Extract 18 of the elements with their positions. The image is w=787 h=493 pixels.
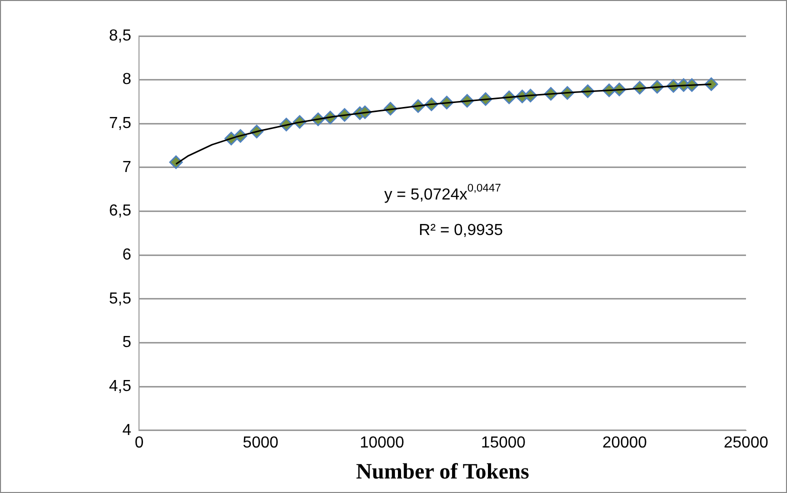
y-tick-label: 6,5	[108, 202, 132, 220]
annotation: R² = 0,9935	[418, 222, 503, 240]
y-tick-label: 6	[122, 246, 132, 264]
y-tick-label: 5,5	[108, 290, 132, 308]
y-tick-label: 8,5	[108, 27, 132, 44]
y-tick-label: 4	[122, 422, 132, 439]
y-tick-label: 4,5	[108, 378, 132, 395]
x-tick-label: 10000	[360, 434, 404, 452]
x-tick-label: 15000	[481, 434, 526, 452]
x-tick-label: 5000	[242, 434, 278, 452]
y-tick-label: 8	[122, 71, 132, 88]
x-tick-label: 0	[134, 434, 144, 452]
x-axis-title: Number of Tokens	[356, 458, 530, 484]
y-tick-label: 7,5	[108, 115, 132, 132]
x-tick-label: 20000	[602, 434, 647, 452]
x-tick-label: 25000	[724, 434, 768, 452]
y-tick-label: 5	[122, 334, 132, 352]
y-tick-label: 7	[122, 158, 132, 176]
